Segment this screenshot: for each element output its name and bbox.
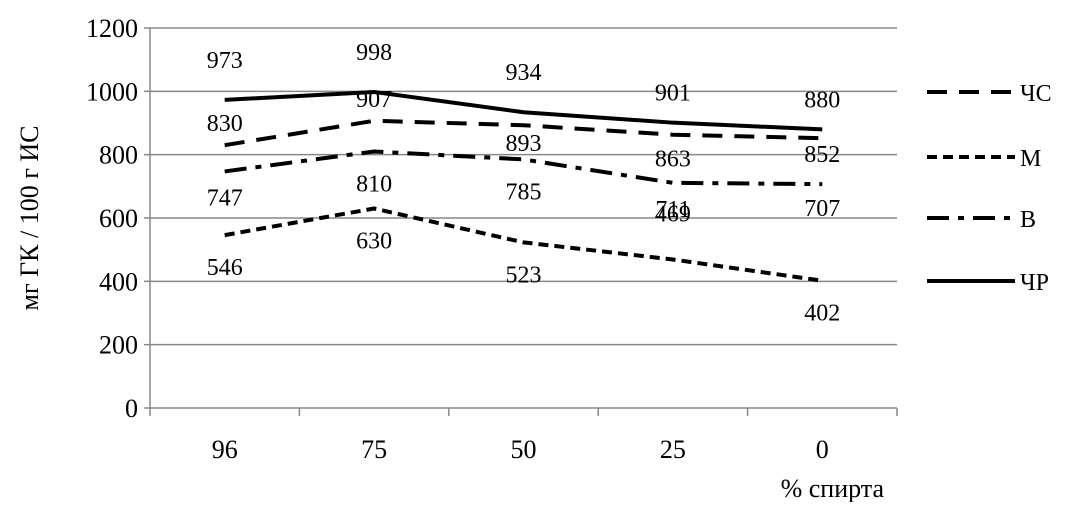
y-axis-title: мг ГК / 100 г ИС bbox=[15, 126, 44, 311]
x-tick-label: 25 bbox=[660, 435, 686, 464]
x-tick-label: 96 bbox=[212, 435, 238, 464]
data-label: 863 bbox=[655, 147, 691, 173]
series-lines bbox=[224, 89, 823, 283]
data-labels: 830 907 893 863 852 546 630 523 469 402 747 810 785 7… bbox=[207, 40, 841, 327]
data-label: 402 bbox=[804, 301, 840, 327]
data-label: 973 bbox=[207, 48, 243, 74]
series-line-ЧС bbox=[224, 118, 823, 148]
data-label: 934 bbox=[506, 60, 542, 86]
grid-lines bbox=[150, 27, 897, 346]
x-tick-label: 50 bbox=[511, 435, 537, 464]
data-label: 830 bbox=[207, 111, 243, 137]
x-axis-title: % спирта bbox=[781, 474, 885, 502]
data-label: 630 bbox=[356, 229, 392, 255]
legend-label: ЧР bbox=[1020, 270, 1049, 296]
x-tick-label: 0 bbox=[816, 435, 829, 464]
data-label: 546 bbox=[207, 255, 243, 281]
legend-label: ЧС bbox=[1020, 81, 1052, 107]
y-tick-label: 1000 bbox=[86, 77, 138, 106]
data-label: 907 bbox=[356, 87, 392, 113]
axes: 0 200 400 600 800 1000 1200 96 75 50 25 0 bbox=[86, 14, 898, 464]
data-label: 852 bbox=[804, 142, 840, 168]
legend-label: М bbox=[1020, 146, 1041, 172]
data-label: 880 bbox=[804, 87, 840, 113]
data-label: 469 bbox=[655, 201, 691, 227]
y-tick-label: 1200 bbox=[86, 14, 138, 43]
y-tick-label: 800 bbox=[99, 141, 138, 170]
y-tick-label: 400 bbox=[99, 267, 138, 296]
y-tick-label: 0 bbox=[125, 394, 138, 423]
data-label: 747 bbox=[207, 185, 243, 211]
data-label: 810 bbox=[356, 172, 392, 198]
data-label: 711 bbox=[655, 197, 690, 223]
data-label: 523 bbox=[506, 262, 542, 288]
data-label: 998 bbox=[356, 40, 392, 66]
data-label: 893 bbox=[506, 131, 542, 157]
data-label: 785 bbox=[506, 179, 542, 205]
series-line-В bbox=[224, 149, 823, 187]
series-line-ЧР bbox=[224, 89, 823, 132]
legend-label: В bbox=[1020, 207, 1036, 233]
y-tick-label: 600 bbox=[99, 204, 138, 233]
data-label: 901 bbox=[655, 81, 691, 107]
data-label: 707 bbox=[804, 196, 840, 222]
legend: ЧС М В ЧР bbox=[927, 81, 1052, 296]
series-line-М bbox=[224, 206, 823, 283]
x-tick-label: 75 bbox=[361, 435, 387, 464]
y-tick-label: 200 bbox=[99, 331, 138, 360]
